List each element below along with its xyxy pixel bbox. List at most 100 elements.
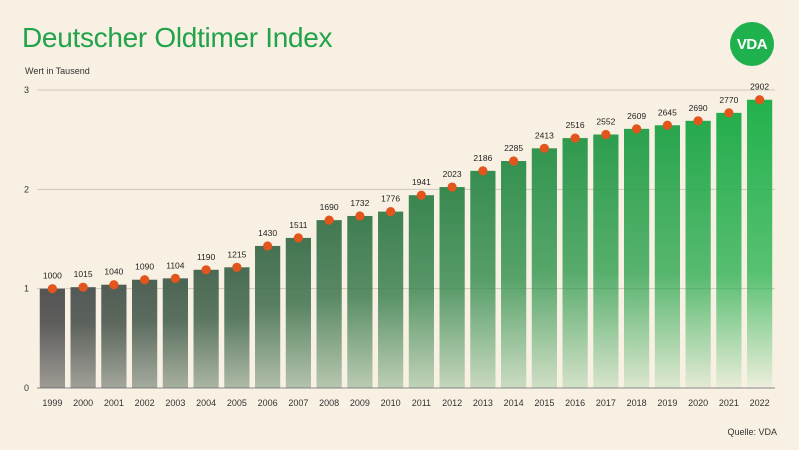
x-tick-label: 2014 [504,398,524,408]
data-point-marker [232,262,242,272]
bar [439,187,465,388]
data-point-marker [386,206,396,217]
y-tick-label: 2 [24,184,29,194]
data-label: 1040 [104,267,123,277]
x-tick-label: 2018 [627,398,647,408]
data-label: 2690 [689,103,708,113]
y-axis-label: Wert in Tausend [25,66,90,76]
data-point-marker [570,133,580,143]
data-label: 2186 [473,153,492,163]
bar [747,99,773,388]
x-tick-label: 2008 [319,398,339,408]
x-tick-label: 2021 [719,398,739,408]
x-tick-label: 2020 [688,398,708,408]
data-point-marker [755,95,765,105]
data-label: 1000 [43,271,62,281]
bar [624,128,650,388]
page-title: Deutscher Oldtimer Index [22,22,333,53]
x-tick-label: 2003 [165,398,185,408]
data-point-marker [724,108,734,118]
data-point-marker [170,273,180,283]
data-label: 1690 [320,202,339,212]
data-point-marker [263,241,273,251]
x-tick-label: 2005 [227,398,247,408]
bar [255,245,281,388]
data-point-marker [293,233,303,243]
data-point-marker [416,190,426,200]
data-label: 1430 [258,228,277,238]
data-label: 2552 [596,117,615,127]
bar [408,195,434,388]
data-point-marker [201,265,211,275]
data-label: 2413 [535,130,554,140]
x-tick-label: 1999 [42,398,62,408]
data-label: 1104 [166,260,185,270]
data-label: 1776 [381,194,400,204]
data-point-marker [324,215,334,225]
x-tick-label: 2002 [135,398,155,408]
data-label: 1511 [289,220,308,230]
data-label: 2645 [658,107,677,117]
bar [224,267,250,388]
x-tick-label: 2011 [412,398,431,408]
bar [685,120,711,388]
data-point-marker [78,282,88,292]
bar [316,220,342,388]
data-label: 1941 [412,177,431,187]
source-note: Quelle: VDA [727,427,777,437]
data-point-marker [693,116,703,126]
bar [562,138,588,388]
x-tick-label: 2010 [381,398,401,408]
data-label: 2609 [627,111,646,121]
data-label: 1215 [227,249,246,259]
data-point-marker [509,156,519,166]
data-label: 2516 [566,120,585,130]
bar [470,170,496,388]
data-point-marker [355,211,365,221]
vda-logo: VDA [730,22,774,66]
data-point-marker [478,166,488,176]
bar [347,215,373,388]
x-tick-label: 2012 [442,398,462,408]
x-tick-label: 2013 [473,398,493,408]
bar [193,269,219,388]
data-point-marker [447,182,457,192]
bar [101,284,127,388]
bar [501,161,527,388]
data-label: 1190 [197,252,216,262]
x-tick-label: 2019 [657,398,677,408]
x-tick-label: 2022 [750,398,770,408]
x-tick-label: 2004 [196,398,216,408]
bar [132,279,158,388]
data-label: 2770 [719,95,738,105]
y-tick-label: 0 [24,383,29,393]
x-tick-label: 2017 [596,398,616,408]
data-point-marker [662,120,672,130]
bar [378,211,404,388]
bar [39,288,65,388]
y-tick-label: 1 [24,284,29,294]
bar [162,278,188,388]
data-label: 1732 [350,198,369,208]
bar [285,237,311,388]
x-tick-label: 2016 [565,398,585,408]
data-label: 2902 [750,82,769,92]
bar [593,134,619,388]
data-point-marker [632,124,642,134]
data-label: 1015 [74,269,93,279]
data-label: 2285 [504,143,523,153]
data-point-marker [140,275,150,285]
bar [70,287,96,388]
x-tick-label: 2007 [288,398,308,408]
bar [716,112,742,388]
x-tick-label: 2001 [104,398,124,408]
data-point-marker [109,280,119,290]
data-point-marker [539,143,549,153]
data-point-marker [47,284,57,294]
bar [531,148,557,388]
x-tick-label: 2009 [350,398,370,408]
data-label: 2023 [443,169,462,179]
x-tick-label: 2015 [534,398,554,408]
x-tick-label: 2000 [73,398,93,408]
